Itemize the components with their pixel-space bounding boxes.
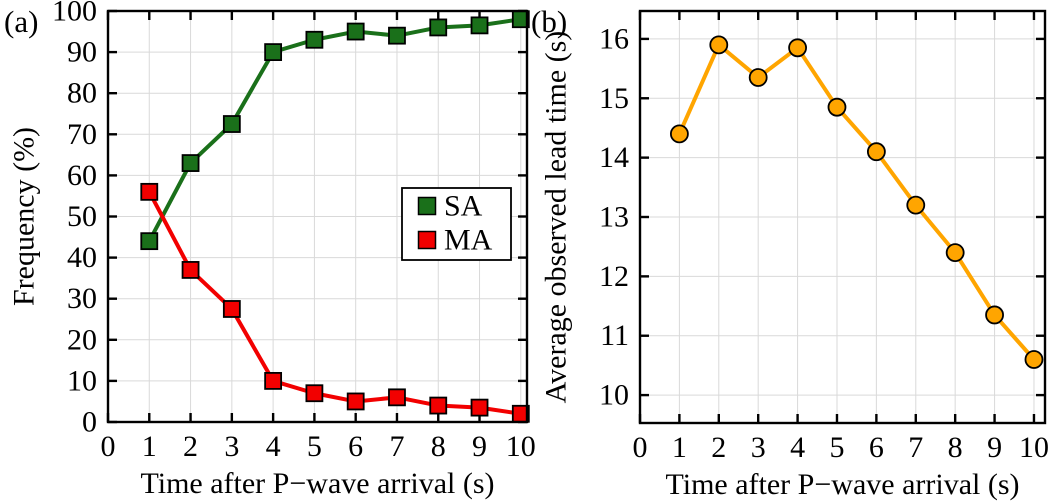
series-line-0 xyxy=(147,17,523,244)
data-point-marker xyxy=(470,398,489,417)
y-tick-label: 50 xyxy=(67,200,97,233)
x-tick-label: 9 xyxy=(987,431,1002,464)
y-axis-label: Average observed lead time (s) xyxy=(540,31,573,404)
y-tick-label: 70 xyxy=(67,118,97,151)
x-tick-label: 6 xyxy=(869,431,884,464)
data-point-marker xyxy=(429,18,448,37)
y-tick-label: 12 xyxy=(599,260,629,293)
panel-label: (a) xyxy=(4,4,38,39)
x-tick-label: 2 xyxy=(183,430,198,463)
data-point-marker xyxy=(181,261,200,279)
series-line-1 xyxy=(147,189,523,416)
data-point-marker xyxy=(264,371,283,390)
x-tick-label: 8 xyxy=(948,431,963,464)
data-point-marker xyxy=(788,38,807,58)
y-tick-label: 20 xyxy=(67,323,97,356)
y-tick-label: 11 xyxy=(600,319,629,352)
y-tick-label: 60 xyxy=(67,159,97,192)
y-tick-label: 90 xyxy=(67,36,97,69)
x-tick-label: 0 xyxy=(101,430,116,463)
data-point-marker xyxy=(429,396,448,415)
x-tick-label: 3 xyxy=(224,430,239,463)
data-point-marker xyxy=(388,26,406,45)
data-point-marker xyxy=(305,384,324,403)
y-tick-label: 15 xyxy=(599,82,629,115)
y-tick-label: 16 xyxy=(599,22,629,55)
y-tick-label: 10 xyxy=(599,379,629,412)
x-tick-label: 5 xyxy=(829,431,844,464)
panel-label: (b) xyxy=(531,4,567,39)
x-axis-label: Time after P−wave arrival (s) xyxy=(140,467,494,500)
x-tick-label: 7 xyxy=(389,430,404,463)
x-tick-label: 3 xyxy=(751,431,766,464)
x-tick-label: 2 xyxy=(711,431,726,464)
x-tick-label: 8 xyxy=(431,430,446,463)
data-point-marker xyxy=(140,232,159,251)
y-tick-label: 10 xyxy=(67,364,97,397)
x-tick-label: 4 xyxy=(266,430,281,463)
legend-entry-label: SA xyxy=(444,190,483,223)
data-point-marker xyxy=(346,22,365,41)
data-point-marker xyxy=(669,124,689,144)
x-tick-label: 7 xyxy=(908,431,923,464)
data-point-marker xyxy=(748,68,768,87)
data-point-marker xyxy=(222,300,241,318)
data-point-marker xyxy=(346,392,365,411)
data-point-marker xyxy=(305,30,324,49)
data-point-marker xyxy=(388,388,406,407)
x-tick-label: 10 xyxy=(506,430,536,463)
data-point-marker xyxy=(181,154,200,172)
data-point-marker xyxy=(709,35,729,55)
data-point-marker xyxy=(945,243,965,263)
series-line-0 xyxy=(677,42,1036,362)
y-tick-label: 0 xyxy=(82,406,97,439)
y-tick-label: 80 xyxy=(67,77,97,110)
data-point-marker xyxy=(222,115,241,133)
x-tick-label: 0 xyxy=(633,431,648,464)
legend-swatch xyxy=(417,230,437,250)
x-tick-label: 10 xyxy=(1019,431,1049,464)
data-point-marker xyxy=(264,43,283,61)
data-point-marker xyxy=(827,97,847,117)
y-tick-label: 30 xyxy=(67,282,97,315)
x-tick-label: 1 xyxy=(672,431,687,464)
plot-border xyxy=(106,9,529,424)
x-tick-label: 1 xyxy=(142,430,157,463)
data-point-marker xyxy=(866,142,886,162)
data-point-marker xyxy=(140,182,159,201)
x-axis-label: Time after P−wave arrival (s) xyxy=(665,468,1019,501)
data-point-marker xyxy=(470,16,489,35)
y-axis-label: Frequency (%) xyxy=(8,127,41,306)
y-tick-label: 100 xyxy=(52,0,97,28)
data-point-marker xyxy=(1024,350,1044,369)
data-point-marker xyxy=(906,195,926,215)
y-tick-label: 13 xyxy=(599,201,629,234)
data-point-marker xyxy=(985,305,1004,325)
x-tick-label: 6 xyxy=(348,430,363,463)
legend-entry-label: MA xyxy=(444,224,493,257)
x-tick-label: 4 xyxy=(790,431,805,464)
x-tick-label: 9 xyxy=(472,430,487,463)
plot-border xyxy=(638,9,1047,425)
x-tick-label: 5 xyxy=(307,430,322,463)
y-tick-label: 14 xyxy=(599,141,629,174)
legend-swatch xyxy=(417,196,437,216)
y-tick-label: 40 xyxy=(67,241,97,274)
